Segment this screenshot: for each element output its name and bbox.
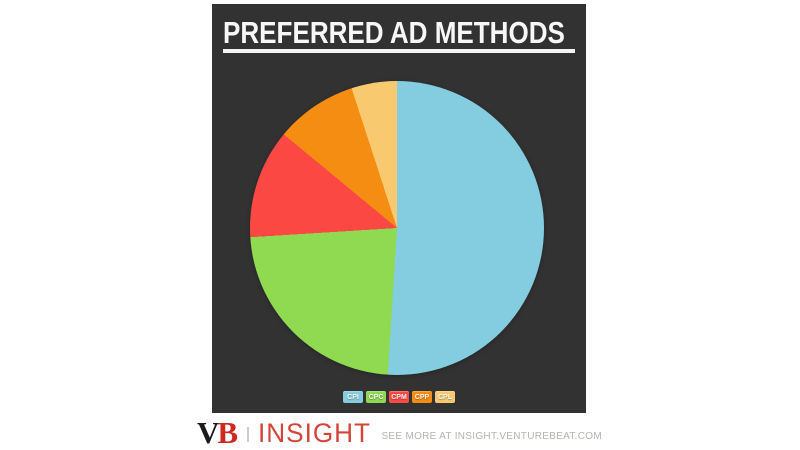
insight-wordmark: INSIGHT bbox=[258, 418, 372, 448]
logo-separator bbox=[247, 426, 250, 442]
chart-title: PREFERRED AD METHODS bbox=[223, 15, 565, 50]
legend-chip-cpc: CPC bbox=[366, 391, 386, 403]
title-underline bbox=[223, 49, 575, 53]
legend-chip-cpm: CPM bbox=[389, 391, 409, 403]
vb-logo-mark: VB bbox=[197, 415, 238, 450]
legend: CPI CPC CPM CPP CPL bbox=[212, 391, 586, 403]
vb-logo-v: V bbox=[197, 415, 219, 450]
pie-chart bbox=[250, 81, 544, 375]
vb-insight-logo: VB INSIGHT bbox=[197, 415, 375, 450]
chart-panel: PREFERRED AD METHODS CPI CPC CPM CPP CPL bbox=[212, 4, 586, 413]
legend-chip-cpi: CPI bbox=[343, 391, 363, 403]
vb-logo-b: B bbox=[217, 415, 238, 450]
legend-chip-cpp: CPP bbox=[412, 391, 432, 403]
legend-chip-cpl: CPL bbox=[435, 391, 455, 403]
see-more-link: SEE MORE AT INSIGHT.VENTUREBEAT.COM bbox=[381, 431, 602, 442]
